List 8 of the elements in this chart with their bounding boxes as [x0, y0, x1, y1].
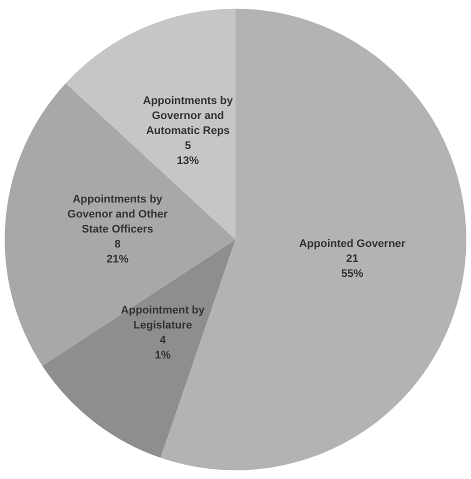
data-label: 21 55% — [341, 252, 364, 280]
slice-label: Appointment by Legislature — [120, 304, 206, 332]
data-label: 4 1% — [154, 334, 171, 362]
slice-label: Appointments by Governor and Automatic Reps — [143, 95, 234, 138]
data-label: 5 13% — [176, 140, 200, 168]
slice-label: Appointed Governer — [299, 238, 406, 250]
slice-label: Appointments by Govenor and Other State Officers — [67, 194, 168, 236]
data-label: 8 21% — [106, 238, 129, 266]
